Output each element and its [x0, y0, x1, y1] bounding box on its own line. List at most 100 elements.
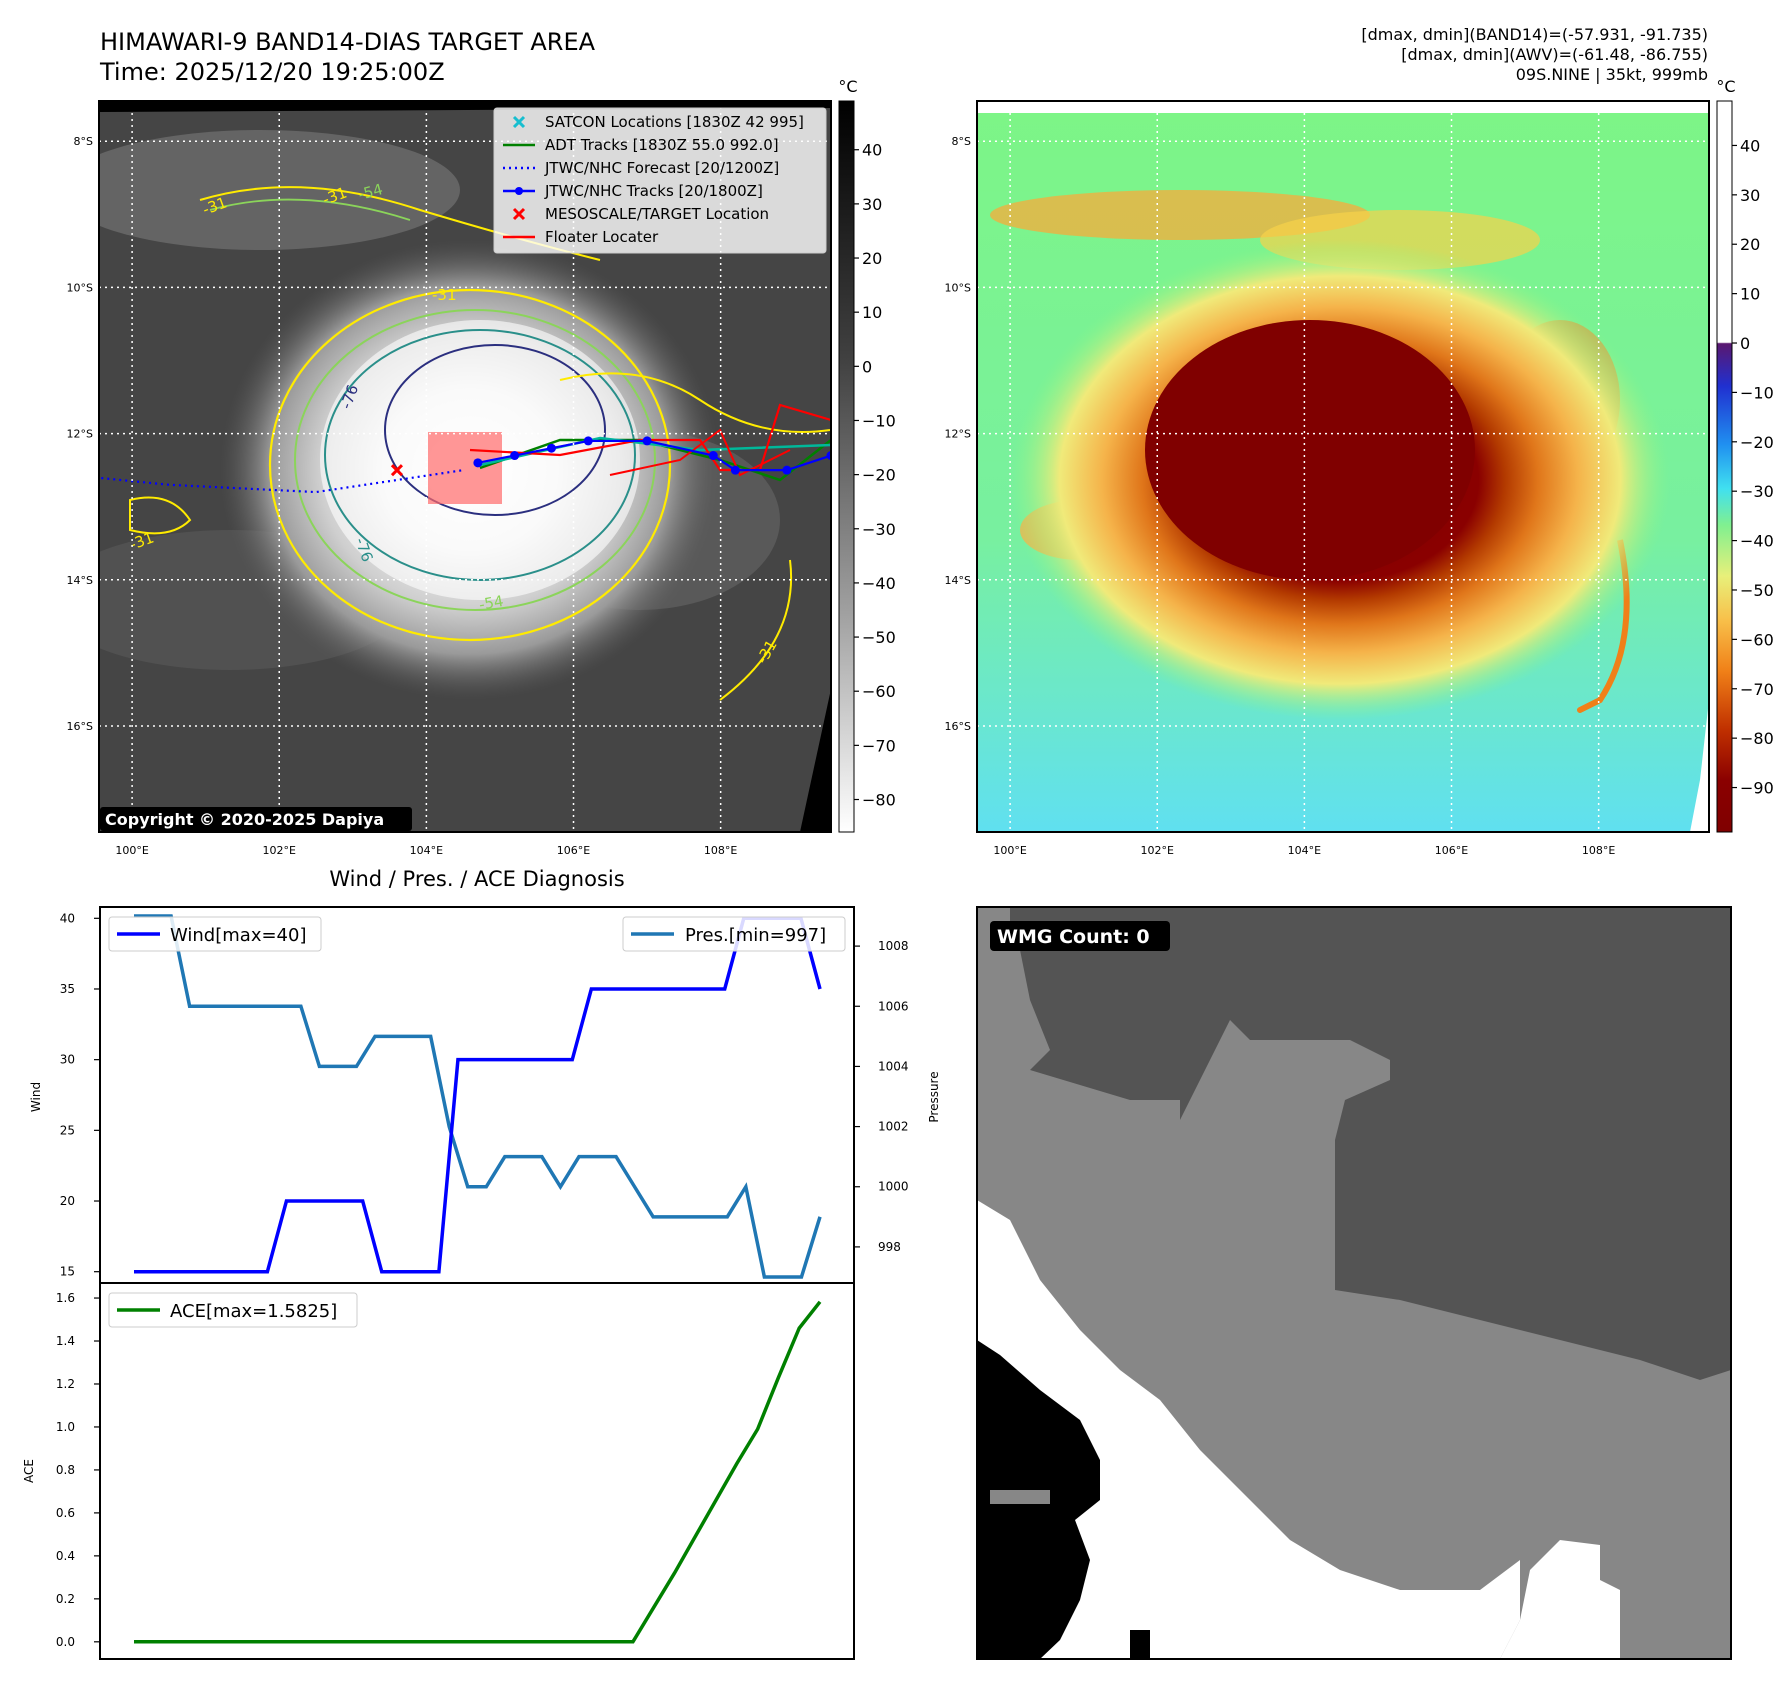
wind-axis-tick-label: 30 [60, 1053, 75, 1067]
panel-title-line1: HIMAWARI-9 BAND14-DIAS TARGET AREA [100, 28, 596, 56]
colorbar-tick-label: −30 [1740, 482, 1774, 501]
wind-legend-label: Wind[max=40] [170, 925, 307, 946]
colorbar-tick-label: −30 [862, 520, 896, 539]
image-edge-mask [800, 689, 831, 832]
colorbar-tick-label: −40 [862, 574, 896, 593]
jtwc-track-point [782, 465, 792, 475]
colorbar-tick-label: 40 [1740, 136, 1760, 155]
contour-87 [384, 344, 606, 516]
pressure-axis-tick-label: 1008 [878, 939, 909, 953]
ir-lat-label: 14°S [67, 574, 93, 587]
color-lon-label: 100°E [993, 844, 1026, 857]
jtwc-track-point [730, 465, 740, 475]
wind-axis-label: Wind [29, 1082, 43, 1112]
wind-axis-tick-label: 20 [60, 1194, 75, 1208]
pressure-axis-tick-label: 1004 [878, 1059, 909, 1073]
jtwc-track-point [473, 458, 483, 468]
pressure-axis-tick-label: 1002 [878, 1120, 909, 1134]
wmg-light-region [977, 1200, 1520, 1659]
color-lon-label: 108°E [1582, 844, 1615, 857]
ir-lon-label: 102°E [263, 844, 296, 857]
ace-axis-label: ACE [22, 1459, 36, 1483]
jtwc-track-point [583, 436, 593, 446]
legend-label: SATCON Locations [1830Z 42 995] [545, 113, 804, 131]
ace-axis-tick-label: 1.6 [56, 1291, 75, 1305]
gray-colorbar: °C 40 30 20 10 0 −10 −20 −30 −40 −50 −60 −70 −80 [838, 77, 896, 833]
wind-series-line [134, 916, 822, 1274]
ir-lon-label: 108°E [704, 844, 737, 857]
color-colorbar: °C 40 30 20 10 0 −10 −20 −30 −40 −50 −60 −70 −80 −90 [1716, 77, 1774, 833]
ir-map-frame [98, 100, 832, 833]
colorbar-tick-label: 10 [862, 303, 882, 322]
legend-label: JTWC/NHC Tracks [20/1800Z] [544, 182, 763, 200]
colorbar-tick-label: −50 [862, 628, 896, 647]
legend-label: Floater Locater [545, 228, 659, 246]
pressure-axis-tick-label: 1000 [878, 1180, 909, 1194]
pressure-axis-tick-label: 1006 [878, 999, 909, 1013]
legend-label: JTWC/NHC Forecast [20/1200Z] [544, 159, 779, 177]
ace-axis-tick-label: 1.2 [56, 1377, 75, 1391]
colorbar-tick-label: −80 [1740, 729, 1774, 748]
pressure-legend: Pres.[min=997] [622, 916, 846, 952]
colorbar-tick-label: 40 [862, 141, 882, 160]
color-lon-label: 102°E [1141, 844, 1174, 857]
wmg-frame [976, 906, 1732, 1660]
wmg-count-badge [990, 921, 1170, 951]
colorbar-tick-label: −70 [862, 736, 896, 755]
colorbar-tick-label: 30 [1740, 186, 1760, 205]
color-lat-label: 8°S [952, 135, 971, 148]
ace-axis-tick-label: 0.8 [56, 1463, 75, 1477]
color-lat-label: 10°S [945, 281, 971, 294]
contour-label: -54 [478, 592, 505, 614]
ace-chart: 0.0 0.2 0.4 0.6 0.8 1.0 1.2 1.4 1.6 ACE ACE[max=… [22, 1282, 855, 1660]
panel-title-line2: Time: 2025/12/20 19:25:00Z [99, 58, 445, 86]
legend-item: ADT Tracks [1830Z 55.0 992.0] [503, 136, 779, 154]
stats-line1: [dmax, dmin](BAND14)=(-57.931, -91.735) [1361, 25, 1708, 44]
color-lat-label: 12°S [945, 428, 971, 441]
legend-label: MESOSCALE/TARGET Location [545, 205, 769, 223]
colorbar-tick-label: −10 [862, 411, 896, 430]
colorbar-tick-label: 10 [1740, 285, 1760, 304]
ace-axis-tick-label: 0.4 [56, 1549, 75, 1563]
ace-frame [99, 1282, 855, 1660]
color-lon-label: 104°E [1288, 844, 1321, 857]
jtwc-track-point [546, 443, 556, 453]
colorbar-tick-label: −40 [1740, 532, 1774, 551]
colorbar-tick-label: −90 [1740, 779, 1774, 798]
colorbar-tick-label: 0 [1740, 334, 1750, 353]
copyright-text: Copyright © 2020-2025 Dapiya [105, 810, 384, 829]
colorbar-tick-label: −80 [862, 791, 896, 810]
wind-axis-tick-label: 25 [60, 1123, 75, 1137]
ir-lat-label: 8°S [74, 135, 93, 148]
legend-item: Floater Locater [503, 228, 659, 246]
colorbar-tick-label: −10 [1740, 383, 1774, 402]
contour-31 [268, 288, 672, 642]
legend-item: JTWC/NHC Forecast [20/1200Z] [503, 159, 779, 177]
floater-locater-line-2 [609, 428, 791, 477]
ace-series-line [134, 1300, 822, 1644]
pressure-series-line [134, 914, 822, 1279]
wmg-lower-right-white [1500, 1540, 1620, 1659]
colorbar-tick-label: −50 [1740, 581, 1774, 600]
target-location-marker [390, 464, 404, 477]
ace-legend-label: ACE[max=1.5825] [170, 1301, 337, 1322]
legend-label: ADT Tracks [1830Z 55.0 992.0] [545, 136, 779, 154]
color-map-frame [976, 100, 1710, 833]
gray-colorbar-unit: °C [838, 77, 857, 96]
wind-legend: Wind[max=40] [108, 916, 322, 952]
colorbar-tick-label: 20 [862, 249, 882, 268]
jtwc-track-point [826, 451, 831, 461]
ir-lon-label: 100°E [115, 844, 148, 857]
ir-lon-label: 106°E [557, 844, 590, 857]
legend-item: MESOSCALE/TARGET Location [512, 205, 769, 223]
pressure-axis-label: Pressure [927, 1071, 941, 1122]
jtwc-forecast-line [99, 469, 464, 494]
map-legend: SATCON Locations [1830Z 42 995] ADT Track… [493, 107, 827, 254]
legend-marker [512, 115, 526, 129]
colorbar-tick-label: −60 [862, 682, 896, 701]
wmg-dark-region [1010, 907, 1731, 1380]
contour-54 [294, 309, 656, 611]
legend-item: JTWC/NHC Tracks [20/1800Z] [503, 182, 763, 200]
colorbar-tick-label: 20 [1740, 235, 1760, 254]
diagnosis-title: Wind / Pres. / ACE Diagnosis [329, 867, 624, 891]
